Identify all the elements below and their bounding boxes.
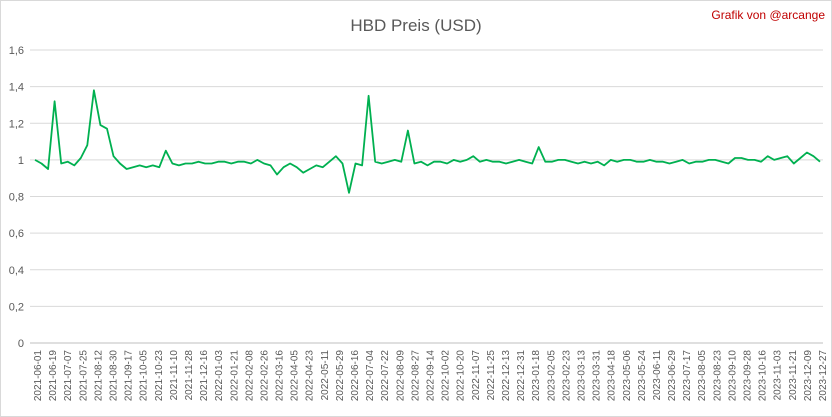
x-tick-label: 2022-06-16: [350, 350, 361, 402]
x-tick-label: 2023-02-23: [561, 350, 572, 402]
x-tick-label: 2023-04-18: [607, 350, 618, 402]
x-tick-label: 2021-09-17: [124, 350, 135, 402]
x-tick-label: 2023-11-21: [788, 350, 799, 401]
x-tick-label: 2022-02-26: [259, 350, 270, 402]
x-tick-label: 2023-05-06: [622, 350, 633, 402]
series-layer: [34, 89, 821, 194]
y-tick-label: 0: [18, 338, 24, 350]
y-axis-ticks: 0 0,2 0,4 0,6 0,8 1 1,2 1,4 1,6: [9, 45, 24, 350]
x-tick-label: 2023-02-05: [546, 350, 557, 402]
x-tick-label: 2023-06-11: [652, 350, 663, 401]
x-tick-label: 2023-05-24: [637, 350, 648, 402]
x-tick-label: 2022-08-09: [395, 350, 406, 402]
x-tick-label: 2023-12-09: [803, 350, 814, 402]
x-tick-label: 2023-08-05: [697, 350, 708, 402]
x-tick-label: 2023-11-03: [773, 350, 784, 401]
x-tick-label: 2023-08-23: [712, 350, 723, 402]
x-tick-label: 2021-10-05: [139, 350, 150, 402]
y-tick-label: 1,6: [9, 45, 24, 57]
x-tick-label: 2022-01-03: [214, 350, 225, 402]
x-tick-label: 2022-03-16: [275, 350, 286, 402]
x-tick-label: 2022-07-22: [380, 350, 391, 402]
x-tick-label: 2022-04-05: [290, 350, 301, 402]
x-axis-ticks: 2021-06-01 2021-06-19 2021-07-07 2021-07-25…: [33, 350, 829, 402]
x-tick-label: 2023-09-10: [727, 350, 738, 402]
x-tick-label: 2022-11-07: [471, 350, 482, 401]
x-tick-label: 2022-10-20: [456, 350, 467, 402]
x-tick-label: 2023-03-31: [592, 350, 603, 402]
x-tick-label: 2022-11-25: [486, 350, 497, 401]
x-tick-label: 2021-12-16: [199, 350, 210, 402]
x-tick-label: 2022-10-02: [441, 350, 452, 402]
x-tick-label: 2021-08-12: [93, 350, 104, 402]
x-tick-label: 2023-10-16: [758, 350, 769, 402]
x-tick-label: 2022-07-04: [365, 350, 376, 402]
chart-credit: Grafik von @arcange: [711, 8, 825, 22]
x-tick-label: 2021-07-07: [63, 350, 74, 402]
y-tick-label: 0,8: [9, 192, 24, 204]
x-tick-label: 2021-07-25: [78, 350, 89, 402]
x-tick-label: 2023-09-28: [743, 350, 754, 402]
chart-title: HBD Preis (USD): [350, 16, 481, 35]
x-tick-label: 2021-06-01: [33, 350, 44, 402]
y-tick-label: 0,6: [9, 228, 24, 240]
x-tick-label: 2022-09-14: [426, 350, 437, 402]
x-tick-label: 2022-02-08: [244, 350, 255, 402]
x-tick-label: 2023-01-18: [531, 350, 542, 402]
y-tick-label: 1,4: [9, 82, 24, 94]
x-tick-label: 2022-01-21: [229, 350, 240, 402]
y-tick-label: 1,2: [9, 118, 24, 130]
x-tick-label: 2021-06-19: [48, 350, 59, 402]
x-tick-label: 2021-11-28: [184, 350, 195, 401]
x-tick-label: 2022-08-27: [410, 350, 421, 402]
x-tick-label: 2021-11-10: [169, 350, 180, 401]
x-tick-label: 2023-06-29: [667, 350, 678, 402]
y-tick-label: 0,2: [9, 301, 24, 313]
series-line: [34, 89, 821, 194]
x-tick-label: 2022-12-31: [516, 350, 527, 402]
x-tick-label: 2021-10-23: [154, 350, 165, 402]
x-tick-label: 2023-03-13: [576, 350, 587, 402]
y-tick-label: 0,4: [9, 265, 24, 277]
x-tick-label: 2023-07-17: [682, 350, 693, 402]
y-tick-label: 1: [18, 155, 24, 167]
x-tick-label: 2021-08-30: [108, 350, 119, 402]
x-tick-label: 2022-05-11: [320, 350, 331, 401]
x-tick-label: 2022-05-29: [335, 350, 346, 402]
x-tick-label: 2022-12-13: [501, 350, 512, 402]
x-tick-label: 2023-12-27: [818, 350, 829, 402]
x-tick-label: 2022-04-23: [305, 350, 316, 402]
